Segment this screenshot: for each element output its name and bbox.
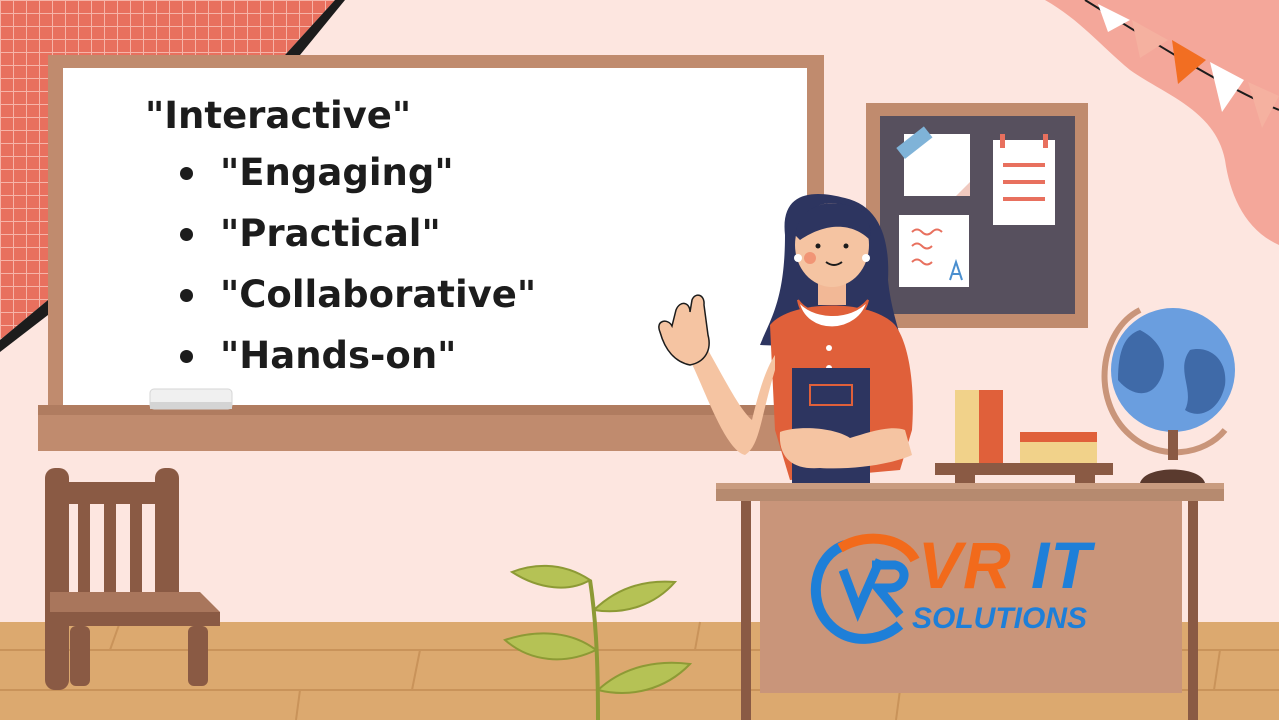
company-logo: VR IT SOLUTIONS	[808, 530, 1128, 645]
book-shelf	[935, 463, 1113, 475]
list-item: "Hands-on"	[180, 325, 536, 386]
bunting-flags	[1084, 0, 1279, 128]
logo-vr-text: VR	[918, 528, 1012, 602]
teacher-arm	[690, 350, 775, 455]
list-item: "Practical"	[180, 203, 536, 264]
logo-wordmark: VR IT	[918, 530, 1092, 600]
board-list: "Engaging" "Practical" "Collaborative" "…	[145, 142, 536, 386]
board-heading: "Interactive"	[145, 94, 412, 137]
globe	[1101, 307, 1235, 483]
list-item: "Collaborative"	[180, 264, 536, 325]
notebook-page	[899, 215, 969, 287]
book-upright	[955, 390, 979, 463]
logo-emblem	[810, 533, 920, 644]
logo-it-text: IT	[1031, 528, 1092, 602]
list-item: "Engaging"	[180, 142, 536, 203]
logo-solutions-text: SOLUTIONS	[912, 602, 1088, 635]
wall-drape	[1045, 0, 1279, 245]
desk-front	[760, 501, 1182, 693]
whiteboard-content: "Interactive" "Engaging" "Practical" "Co…	[145, 90, 536, 386]
grid-wall-pattern	[0, 0, 335, 340]
chair	[45, 468, 220, 690]
plant	[503, 564, 693, 720]
